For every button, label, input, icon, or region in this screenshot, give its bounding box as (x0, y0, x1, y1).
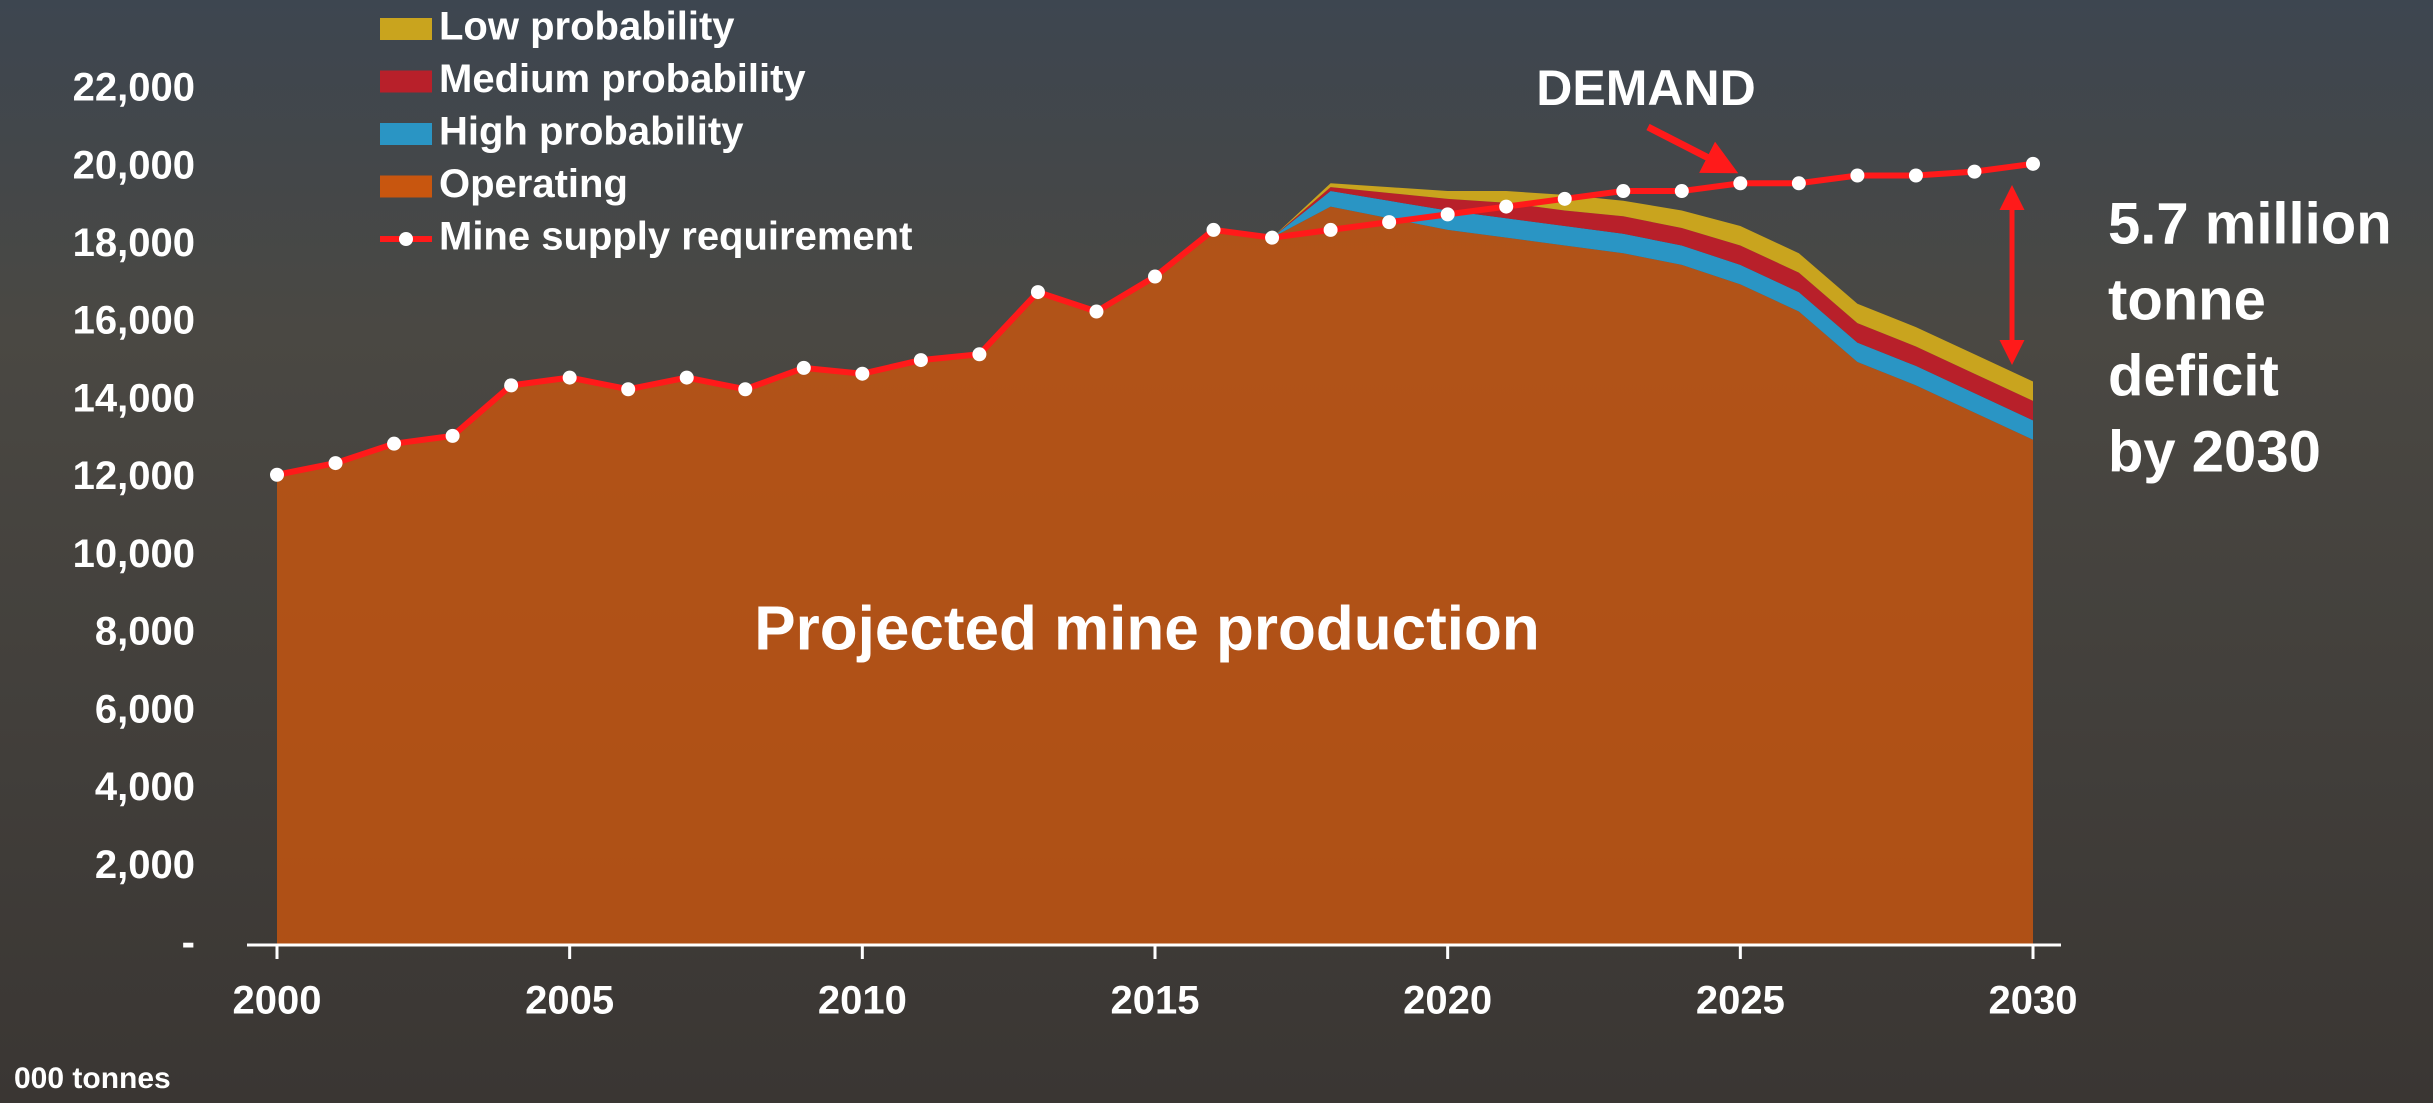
deficit-label: deficit (2108, 343, 2279, 408)
supply-point (1148, 269, 1162, 284)
x-tick-label: 2005 (525, 979, 614, 1023)
supply-point (913, 353, 928, 368)
legend-label: High probability (439, 110, 744, 154)
y-tick-label: 20,000 (73, 143, 195, 187)
supply-point (796, 360, 811, 375)
x-tick-label: 2020 (1403, 979, 1492, 1023)
supply-point (1733, 176, 1748, 191)
x-tick-label: 2010 (818, 979, 907, 1023)
legend-label: Mine supply requirement (439, 215, 912, 259)
y-tick-label: 2,000 (95, 843, 195, 887)
supply-point (679, 370, 694, 385)
demand-label: DEMAND (1536, 60, 1755, 116)
supply-point (1850, 168, 1865, 183)
y-tick-label: 6,000 (95, 687, 195, 731)
supply-point (1674, 184, 1689, 199)
y-tick-label: 4,000 (95, 765, 195, 809)
y-tick-label: 16,000 (73, 299, 195, 343)
supply-point (445, 428, 460, 443)
legend-swatch (380, 18, 432, 40)
supply-point (562, 370, 577, 385)
y-axis-label: 000 tonnes (14, 1062, 171, 1095)
supply-point (972, 347, 987, 362)
legend-swatch (380, 70, 432, 93)
supply-point (1616, 184, 1631, 199)
legend-swatch (399, 232, 413, 246)
y-tick-label: 8,000 (95, 610, 195, 654)
supply-point (504, 378, 519, 393)
supply-point (1499, 199, 1514, 214)
supply-point (1791, 176, 1806, 191)
y-tick-label: - (182, 921, 195, 965)
area-2 (1272, 187, 2033, 421)
supply-point (1557, 191, 1572, 206)
y-tick-label: 14,000 (73, 376, 195, 420)
x-tick-label: 2025 (1696, 979, 1785, 1023)
y-tick-label: 22,000 (73, 66, 195, 110)
supply-point (328, 456, 343, 471)
supply-point (1440, 207, 1455, 222)
demand-arrow (1646, 123, 1739, 174)
supply-point (621, 382, 636, 397)
deficit-label: tonne (2108, 267, 2266, 332)
x-tick-label: 2030 (1989, 979, 2078, 1023)
supply-point (1908, 168, 1923, 183)
supply-point (270, 467, 284, 482)
supply-point (738, 382, 753, 397)
legend-label: Low probability (439, 5, 735, 49)
supply-point (387, 436, 402, 451)
supply-point (1323, 222, 1338, 237)
deficit-label: 5.7 million (2108, 191, 2392, 256)
area-1 (1272, 191, 2033, 440)
legend-label: Operating (439, 162, 628, 206)
supply-point (855, 366, 870, 381)
supply-point (1265, 230, 1280, 245)
supply-point (1967, 164, 1982, 179)
y-tick-label: 10,000 (73, 532, 195, 576)
legend-label: Medium probability (439, 57, 806, 101)
y-tick-label: 12,000 (73, 454, 195, 498)
supply-point (1089, 304, 1104, 319)
area-0 (277, 206, 2033, 945)
supply-point (1382, 215, 1397, 230)
legend-swatch (380, 175, 432, 198)
production-label: Projected mine production (754, 594, 1539, 663)
x-tick-label: 2000 (233, 979, 322, 1023)
x-tick-label: 2015 (1111, 979, 1200, 1023)
legend-swatch (380, 123, 432, 145)
supply-point (1030, 285, 1045, 300)
deficit-label: by 2030 (2108, 419, 2321, 484)
supply-point (2026, 156, 2040, 171)
supply-point (1206, 222, 1221, 237)
y-tick-label: 18,000 (73, 221, 195, 265)
